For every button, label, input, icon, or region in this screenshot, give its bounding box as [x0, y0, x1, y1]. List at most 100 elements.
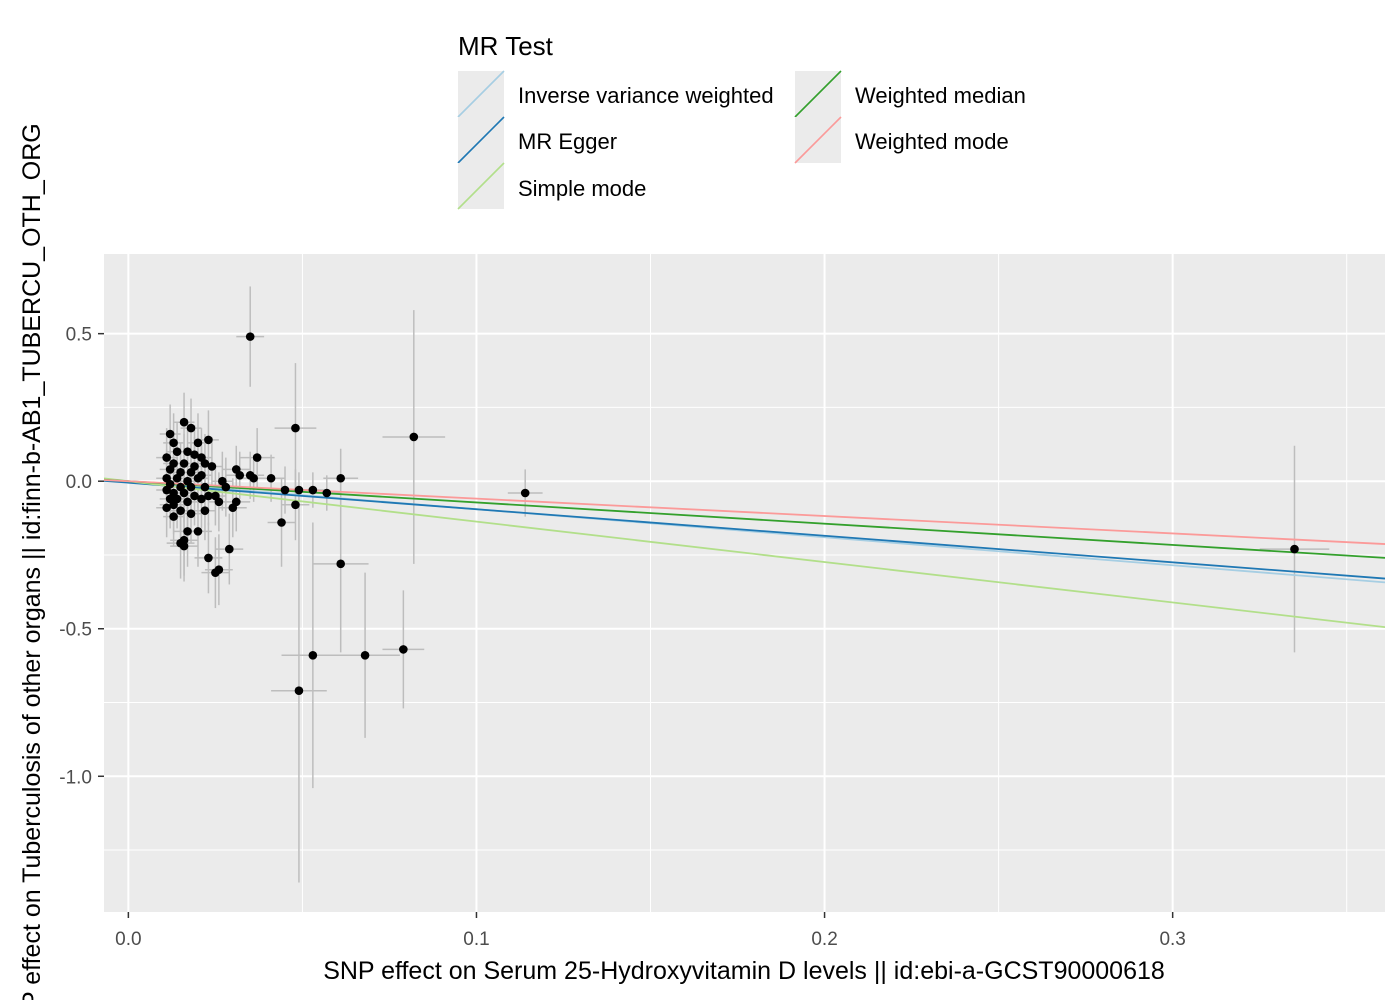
snp-point — [162, 485, 171, 495]
snp-point — [169, 512, 178, 521]
snp-point — [186, 468, 196, 477]
y-tick-label: -0.5 — [59, 620, 92, 641]
snp-point — [204, 553, 213, 563]
snp-point — [190, 491, 199, 501]
snp-point — [214, 565, 224, 575]
legend-label-weighted-mode: Weighted mode — [855, 129, 1009, 154]
plot-panel — [104, 254, 1385, 912]
snp-point — [228, 503, 238, 513]
x-axis: 0.0 0.1 0.2 0.3 — [115, 912, 1186, 950]
snp-point — [399, 645, 408, 654]
snp-point — [179, 488, 189, 498]
snp-point — [336, 559, 346, 569]
legend-label-simple-mode: Simple mode — [518, 176, 646, 201]
legend-key-line-weighted-median — [794, 70, 842, 118]
snp-point — [200, 459, 210, 468]
snp-point — [183, 527, 192, 536]
regression-lines — [104, 477, 1385, 629]
y-tick-label: 0.0 — [66, 472, 92, 493]
legend: MR Test Inverse variance weighted MR Egg… — [457, 31, 1026, 210]
legend-entry-weighted-mode: Weighted mode — [794, 116, 1009, 164]
snp-point — [207, 462, 217, 471]
x-tick-label: 0.0 — [115, 929, 141, 950]
snp-point — [176, 506, 185, 516]
snp-point — [190, 450, 199, 459]
snp-point — [183, 447, 192, 456]
snp-point — [172, 447, 182, 456]
snp-point — [183, 497, 192, 507]
snp-point — [294, 686, 304, 695]
legend-key-line-weighted-mode — [794, 116, 842, 164]
legend-key-line-inverse-variance-weighted — [457, 70, 505, 118]
legend-label-weighted-median: Weighted median — [855, 83, 1026, 108]
major-gridlines — [104, 254, 1385, 912]
snp-point — [277, 518, 286, 527]
snp-point — [252, 453, 262, 462]
snp-point — [280, 485, 290, 495]
snp-point — [204, 491, 213, 501]
data-points — [162, 332, 1299, 695]
snp-point — [165, 494, 175, 504]
fit-line-mr-egger — [104, 479, 1385, 580]
snp-point — [291, 500, 300, 510]
snp-point — [291, 423, 300, 433]
snp-point — [193, 527, 203, 536]
snp-point — [193, 438, 203, 448]
snp-point — [162, 503, 171, 513]
x-tick-label: 0.1 — [463, 929, 489, 950]
x-tick-label: 0.3 — [1159, 929, 1185, 950]
snp-point — [179, 541, 189, 551]
snp-point — [308, 650, 318, 660]
snp-point — [179, 417, 189, 427]
legend-entry-weighted-median: Weighted median — [794, 70, 1026, 118]
x-axis-title: SNP effect on Serum 25-Hydroxyvitamin D … — [323, 957, 1165, 985]
legend-key-line-mr-egger — [457, 116, 505, 164]
legend-key-line-simple-mode — [457, 162, 505, 210]
snp-point — [360, 650, 370, 660]
snp-point — [249, 473, 258, 483]
snp-point — [162, 453, 171, 462]
snp-point — [197, 494, 206, 504]
snp-point — [172, 494, 182, 504]
fit-line-weighted-median — [104, 478, 1385, 559]
snp-point — [179, 459, 189, 468]
snp-point — [186, 509, 196, 518]
snp-point — [218, 476, 227, 486]
snp-point — [308, 485, 318, 495]
snp-point — [204, 435, 213, 445]
legend-title: MR Test — [458, 31, 554, 61]
snp-point — [186, 482, 196, 492]
snp-point — [245, 332, 255, 341]
y-axis: 0.5 0.0 -0.5 -1.0 — [59, 325, 104, 788]
snp-point — [186, 423, 196, 433]
snp-point — [193, 473, 203, 483]
snp-point — [520, 488, 530, 498]
snp-point — [200, 506, 210, 516]
fit-line-simple-mode — [104, 477, 1385, 629]
legend-label-inverse-variance-weighted: Inverse variance weighted — [518, 83, 774, 108]
snp-point — [165, 465, 175, 474]
snp-point — [266, 473, 276, 483]
legend-entry-inverse-variance-weighted: Inverse variance weighted — [457, 70, 774, 118]
snp-point — [165, 429, 175, 439]
snp-point — [225, 544, 234, 554]
legend-entry-simple-mode: Simple mode — [457, 162, 646, 210]
legend-label-mr-egger: MR Egger — [518, 129, 617, 154]
snp-point — [200, 482, 210, 492]
x-tick-label: 0.2 — [811, 929, 837, 950]
y-tick-label: -1.0 — [59, 767, 92, 788]
legend-entry-mr-egger: MR Egger — [457, 116, 617, 164]
fit-line-weighted-mode — [104, 479, 1385, 545]
snp-point — [214, 497, 224, 507]
snp-point — [235, 471, 245, 480]
y-axis-title: SNP effect on Tuberculosis of other orga… — [18, 123, 46, 1000]
snp-point — [336, 473, 346, 483]
snp-point — [1290, 544, 1299, 554]
y-tick-label: 0.5 — [66, 325, 92, 346]
snp-point — [294, 485, 304, 495]
snp-point — [169, 438, 178, 448]
minor-gridlines — [104, 254, 1385, 912]
snp-point — [322, 488, 332, 498]
snp-point — [172, 473, 182, 483]
